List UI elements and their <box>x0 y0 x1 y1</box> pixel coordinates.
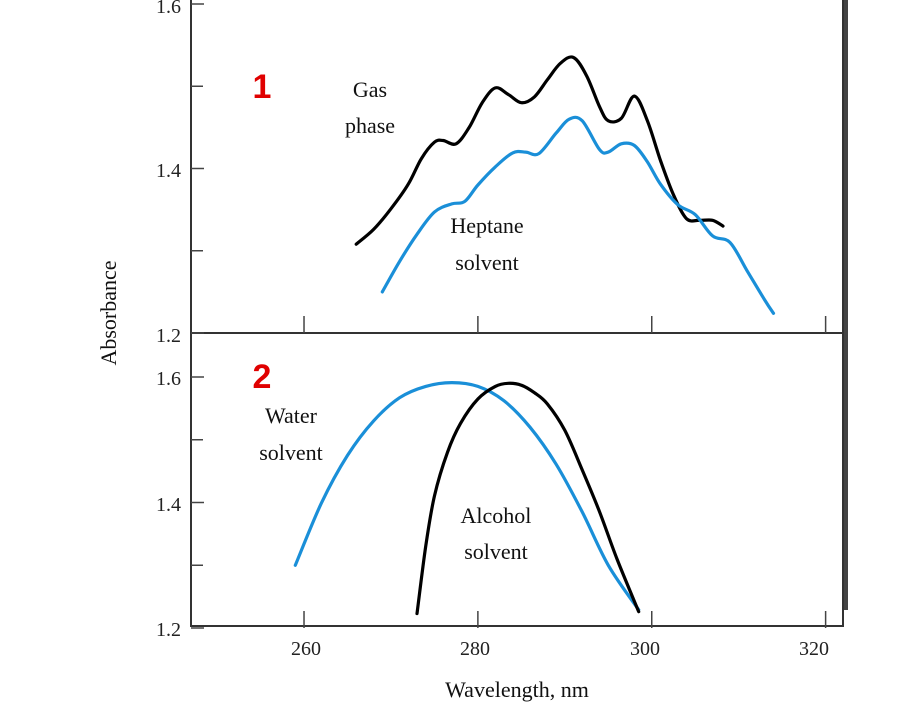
series-line-alcohol-solvent <box>415 381 641 616</box>
xtick-label-320: 320 <box>799 638 829 660</box>
xtick-label-280: 280 <box>460 638 490 660</box>
p1-ytick-label-1.4: 1.4 <box>156 160 181 182</box>
panel-number-2: 2 <box>253 358 272 396</box>
water-label-line-2: solvent <box>259 440 323 465</box>
p2-ytick-label-1.4: 1.4 <box>156 494 181 516</box>
p1-ytick-label-1.6: 1.6 <box>156 0 181 18</box>
gas-phase-label-line-2: phase <box>345 113 395 138</box>
xtick-label-260: 260 <box>291 638 321 660</box>
panel-2-frame <box>190 332 844 627</box>
x-axis-title: Wavelength, nm <box>445 677 589 702</box>
p2-ytick-label-1.6: 1.6 <box>156 368 181 390</box>
heptane-label-line-2: solvent <box>455 250 519 275</box>
panel-number-1: 1 <box>253 68 272 106</box>
series-line-heptane-solvent <box>380 115 776 315</box>
gas-phase-label-line-1: Gas <box>353 77 387 102</box>
p1-ytick-label-1.2: 1.2 <box>156 325 181 347</box>
alcohol-label-line-2: solvent <box>464 539 528 564</box>
xtick-label-300: 300 <box>630 638 660 660</box>
frame-shadow <box>843 0 848 610</box>
heptane-label-line-1: Heptane <box>450 213 523 238</box>
series-line-water-solvent <box>293 381 641 612</box>
water-label-line-1: Water <box>265 403 318 428</box>
y-axis-title: Absorbance <box>96 260 121 365</box>
panel-1-frame <box>190 0 844 334</box>
alcohol-label-line-1: Alcohol <box>461 503 532 528</box>
series-line-gas-phase <box>354 55 725 246</box>
series-lines <box>293 55 776 616</box>
p2-ytick-label-1.2: 1.2 <box>156 619 181 641</box>
axis-ticks <box>191 3 827 629</box>
